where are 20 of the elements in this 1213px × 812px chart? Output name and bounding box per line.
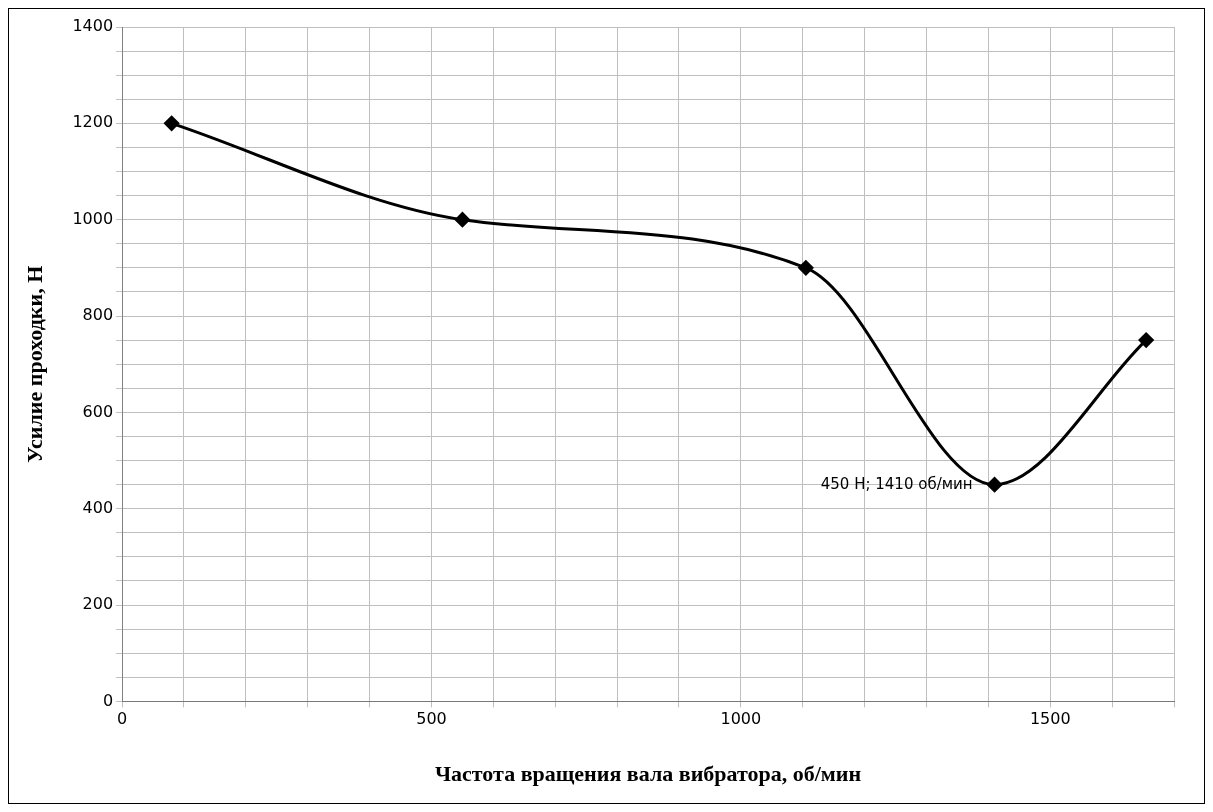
point [798, 260, 814, 276]
x-tick-label: 500 [416, 709, 447, 729]
y-tick-label: 0 [102, 690, 114, 710]
x-tick-label: 1000 [720, 709, 762, 729]
y-tick-label: 800 [82, 305, 114, 325]
annotation: 450 Н; 1410 об/мин [820, 474, 973, 493]
x-tick-label: 1500 [1029, 709, 1071, 729]
y-tick-label: 400 [82, 497, 114, 517]
point [164, 115, 180, 131]
y-tick-label: 600 [82, 401, 114, 421]
x-axis-title: Частота вращения вала вибратора, об/мин [434, 761, 862, 787]
y-axis-title: Усилие проходки, Н [21, 265, 47, 463]
point [987, 477, 1003, 493]
x-tick-label: 0 [117, 709, 128, 729]
point [454, 212, 470, 228]
y-tick-label: 1200 [72, 112, 114, 132]
point [1138, 332, 1154, 348]
y-tick-label: 1000 [72, 208, 114, 228]
y-tick-label: 1400 [72, 16, 114, 36]
y-tick-label: 200 [82, 594, 114, 614]
